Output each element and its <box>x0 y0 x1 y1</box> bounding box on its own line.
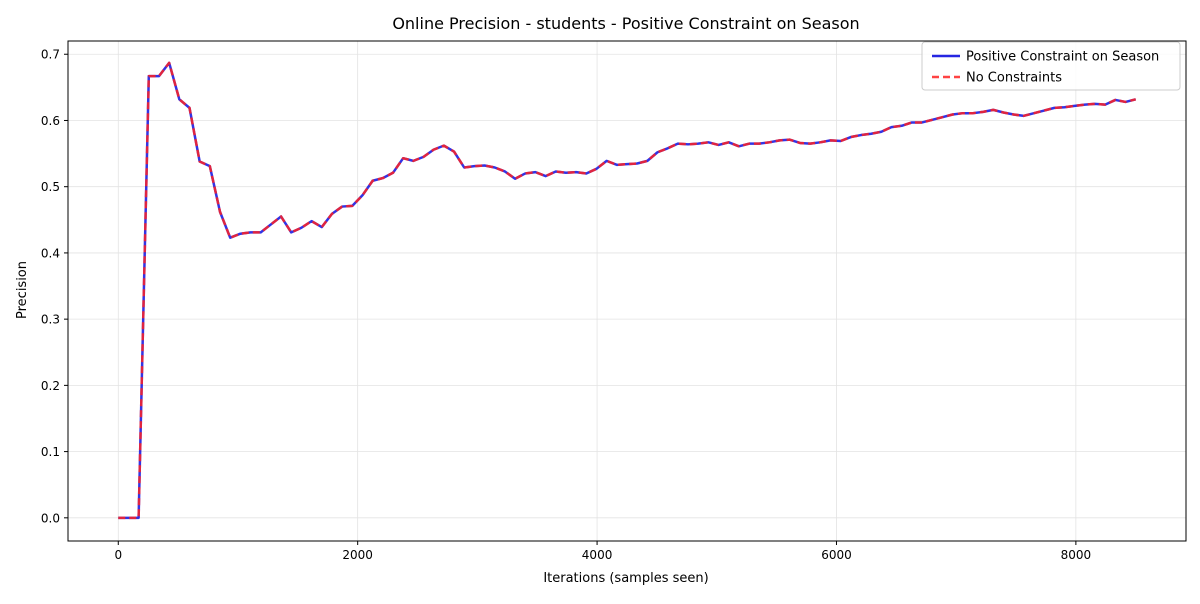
legend-label-2: No Constraints <box>966 71 1062 86</box>
legend: Positive Constraint on Season No Constrai… <box>921 41 1181 91</box>
y-tick-label: 0.3 <box>41 313 60 327</box>
x-tick-label: 2000 <box>342 548 373 562</box>
series-line-1 <box>118 61 1137 520</box>
y-tick-label: 0.4 <box>41 246 60 260</box>
x-axis-label: Iterations (samples seen) <box>543 571 708 586</box>
y-tick-label: 0.7 <box>41 48 60 62</box>
series-line-2 <box>118 61 1137 520</box>
y-tick-label: 0.2 <box>41 379 60 393</box>
x-tick-label: 4000 <box>582 548 613 562</box>
x-tick-label: 8000 <box>1061 548 1092 562</box>
y-tick-label: 0.0 <box>41 511 60 525</box>
x-tick-label: 6000 <box>821 548 852 562</box>
tick-layer: 0 2000 4000 6000 8000 0.0 0.1 0.2 0.3 0.4 0.5 0.6 0.… <box>41 48 1091 562</box>
y-tick-label: 0.1 <box>41 445 60 459</box>
y-tick-label: 0.5 <box>41 180 60 194</box>
y-tick-label: 0.6 <box>41 114 60 128</box>
plot-frame <box>67 40 1187 542</box>
legend-box <box>921 41 1181 91</box>
x-tick-label: 0 <box>114 548 122 562</box>
legend-label-1: Positive Constraint on Season <box>966 50 1159 65</box>
series-layer <box>118 61 1137 520</box>
y-axis-label: Precision <box>15 261 30 319</box>
chart-title: Online Precision - students - Positive C… <box>392 14 859 33</box>
